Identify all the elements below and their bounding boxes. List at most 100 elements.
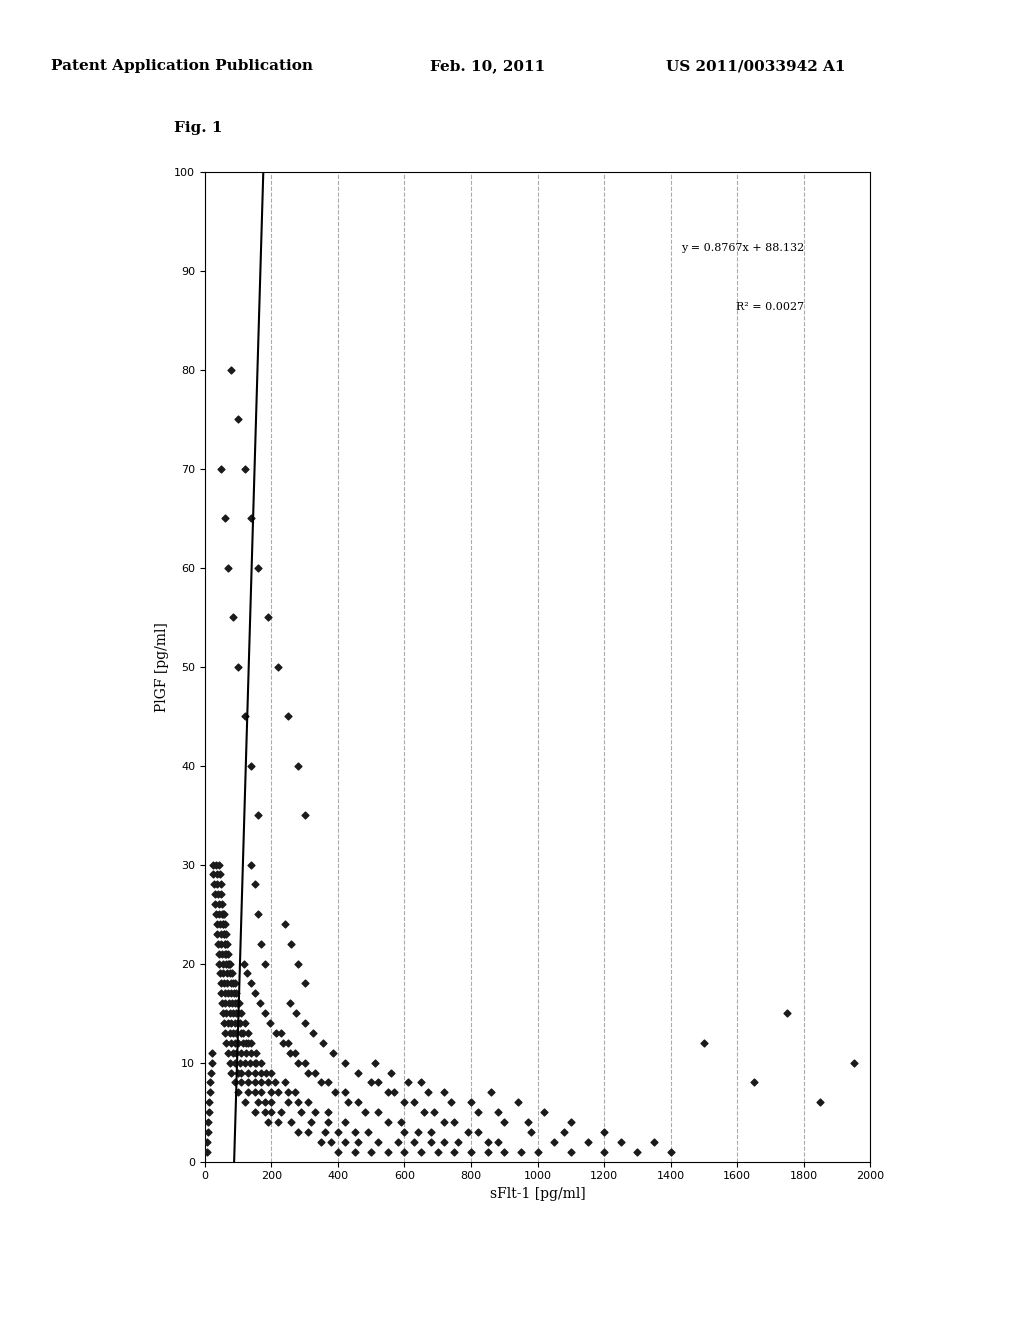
Point [250, 903, 266, 924]
Point [220, 1043, 237, 1064]
Point [290, 1121, 306, 1142]
Point [211, 854, 227, 875]
Point [218, 962, 234, 983]
Point [248, 1043, 264, 1064]
Point [208, 854, 224, 875]
Point [217, 924, 233, 945]
Point [209, 913, 225, 935]
Point [233, 1022, 250, 1043]
Point [350, 1131, 367, 1152]
Point [263, 1061, 280, 1082]
Point [217, 982, 233, 1003]
Point [212, 913, 228, 935]
Point [226, 1032, 243, 1053]
Point [443, 1092, 460, 1113]
Point [273, 1022, 290, 1043]
Point [247, 1082, 263, 1104]
Point [237, 1052, 253, 1073]
Point [436, 1131, 453, 1152]
Point [563, 1111, 580, 1133]
Point [420, 1082, 436, 1104]
Point [221, 1052, 238, 1073]
Point [546, 1131, 562, 1152]
Point [336, 1052, 352, 1073]
Point [247, 1101, 263, 1122]
Point [216, 973, 232, 994]
Point [263, 1101, 280, 1122]
Point [233, 1043, 250, 1064]
Point [226, 973, 243, 994]
Point [210, 933, 226, 954]
Point [336, 1111, 352, 1133]
Point [224, 962, 241, 983]
Point [218, 942, 234, 964]
Point [297, 973, 313, 994]
Point [214, 993, 230, 1014]
Point [210, 884, 226, 906]
Point [252, 993, 268, 1014]
Point [244, 973, 260, 994]
Point [217, 933, 233, 954]
Point [266, 1072, 283, 1093]
Point [218, 953, 234, 974]
Point [460, 1121, 476, 1142]
Point [253, 1052, 269, 1073]
Point [237, 1092, 253, 1113]
Point [202, 1092, 218, 1113]
Point [359, 1121, 376, 1142]
Point [812, 1092, 828, 1113]
Point [313, 1131, 330, 1152]
Point [596, 1140, 612, 1163]
Point [220, 1012, 237, 1034]
Point [233, 1061, 250, 1082]
Point [407, 1092, 423, 1113]
Point [297, 804, 313, 826]
Point [220, 942, 237, 964]
Point [216, 924, 232, 945]
Point [240, 1032, 256, 1053]
Point [209, 874, 225, 895]
Point [479, 1131, 496, 1152]
Point [201, 1101, 217, 1122]
Point [211, 953, 227, 974]
Point [230, 993, 247, 1014]
Point [510, 1092, 526, 1113]
Point [319, 1072, 336, 1093]
Point [250, 1092, 266, 1113]
Point [223, 359, 240, 380]
Point [479, 1140, 496, 1163]
Point [223, 1061, 240, 1082]
Point [268, 1022, 285, 1043]
Point [226, 982, 243, 1003]
Point [413, 1072, 429, 1093]
Point [276, 913, 293, 935]
Point [256, 1092, 272, 1113]
Point [288, 1003, 304, 1024]
Point [216, 1012, 232, 1034]
Point [423, 1131, 439, 1152]
Point [258, 1061, 274, 1082]
Point [211, 894, 227, 915]
Point [280, 1032, 296, 1053]
Text: Feb. 10, 2011: Feb. 10, 2011 [430, 59, 546, 74]
Point [207, 884, 223, 906]
Point [231, 1052, 248, 1073]
Point [396, 1140, 413, 1163]
Point [226, 1012, 243, 1034]
Point [221, 953, 238, 974]
Point [218, 1003, 234, 1024]
Point [204, 1052, 220, 1073]
Point [216, 903, 232, 924]
Point [212, 863, 228, 884]
Point [260, 606, 276, 627]
Point [287, 1082, 303, 1104]
Point [211, 903, 227, 924]
Point [519, 1111, 536, 1133]
Point [270, 656, 287, 677]
Point [253, 1082, 269, 1104]
Point [386, 1082, 402, 1104]
Point [213, 982, 229, 1003]
Point [215, 913, 231, 935]
Point [463, 1092, 479, 1113]
Text: US 2011/0033942 A1: US 2011/0033942 A1 [666, 59, 845, 74]
